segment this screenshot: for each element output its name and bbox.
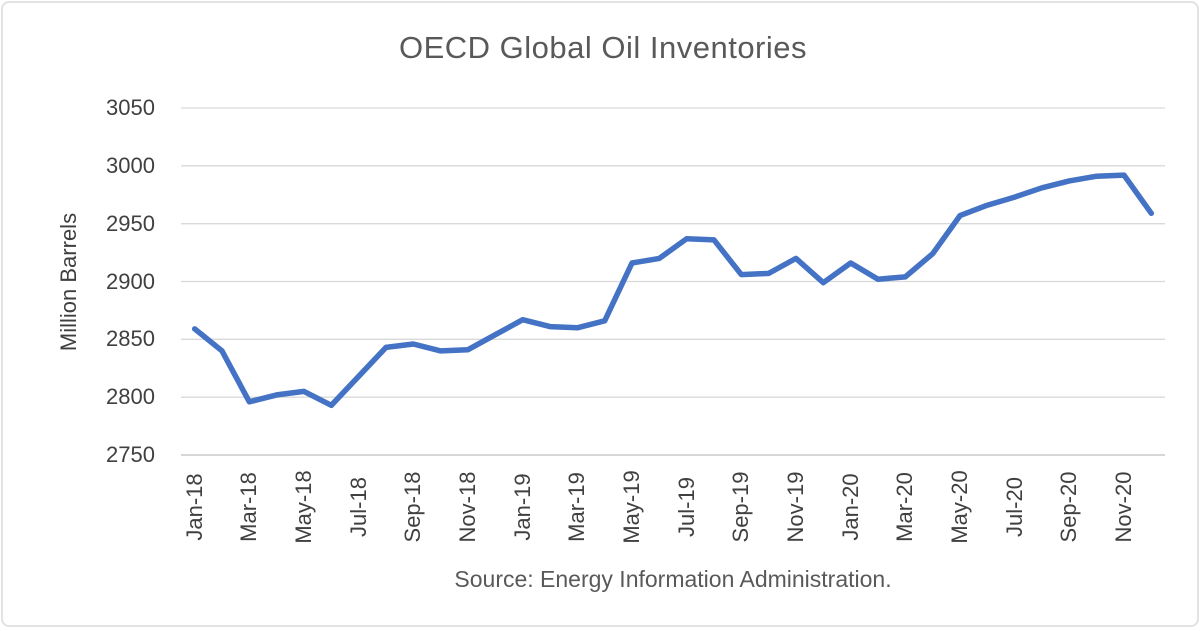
y-tick-label: 2800 — [106, 384, 155, 410]
x-tick-label: Sep-18 — [400, 471, 426, 543]
x-tick-label: Nov-20 — [1111, 471, 1136, 543]
chart-title: OECD Global Oil Inventories — [398, 30, 808, 65]
x-tick-label: Jan-20 — [837, 473, 863, 541]
x-tick-label: May-20 — [947, 470, 972, 544]
plot-area — [181, 107, 1165, 456]
y-tick-label: 2850 — [106, 326, 155, 352]
x-tick-label: Nov-19 — [783, 471, 808, 543]
x-tick-label: Jan-18 — [181, 473, 207, 541]
series-line — [191, 172, 1155, 409]
x-tick-label: Mar-18 — [236, 472, 262, 542]
x-tick-label: Sep-20 — [1056, 471, 1082, 543]
x-tick-label: Nov-18 — [455, 471, 480, 543]
y-tick-label: 3050 — [106, 95, 155, 120]
x-tick-label: Jan-19 — [509, 473, 535, 541]
x-tick-label: Mar-20 — [892, 472, 918, 542]
x-tick-label: Mar-19 — [564, 472, 590, 542]
x-tick-label: May-19 — [619, 470, 644, 544]
x-tick-label: Jul-19 — [673, 477, 699, 537]
y-tick-label: 2950 — [106, 210, 155, 236]
x-tick-label: May-18 — [291, 470, 316, 544]
x-tick-label: Jul-18 — [345, 477, 371, 537]
y-tick-label: 3000 — [106, 152, 155, 178]
source-note: Source: Energy Information Administratio… — [454, 566, 892, 592]
x-tick-label: Sep-19 — [728, 471, 754, 543]
x-tick-label: Jul-20 — [1001, 477, 1027, 537]
y-tick-label: 2900 — [106, 268, 155, 294]
y-tick-label: 2750 — [106, 442, 155, 467]
